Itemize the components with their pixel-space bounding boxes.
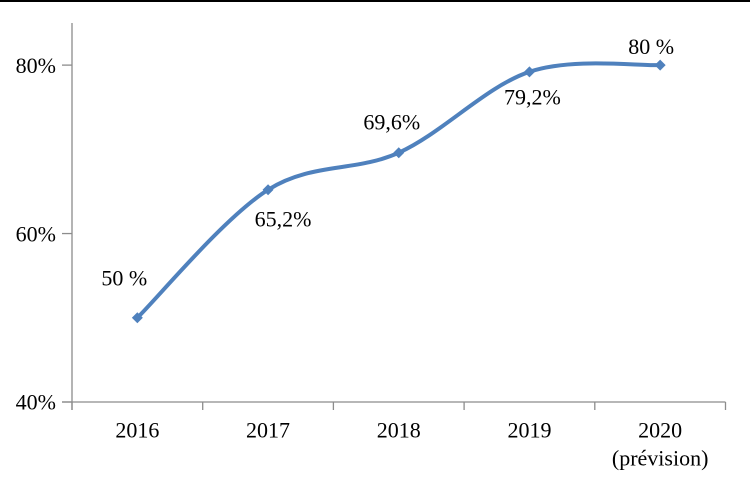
y-tick-label: 60%: [16, 221, 56, 246]
top-border-rule: [0, 0, 750, 2]
x-tick-label: 2020: [638, 418, 682, 443]
data-point-label: 50 %: [101, 265, 147, 290]
data-point-marker: [523, 66, 535, 78]
y-tick-label: 40%: [16, 390, 56, 415]
data-point-label: 65,2%: [255, 206, 312, 231]
data-point-label: 79,2%: [504, 85, 561, 110]
x-tick-label-line2: (prévision): [612, 446, 709, 471]
data-point-marker: [393, 147, 405, 159]
x-tick-label: 2018: [377, 418, 421, 443]
x-tick-label: 2016: [115, 418, 159, 443]
data-point-marker: [654, 59, 666, 71]
x-tick-label: 2017: [246, 418, 290, 443]
data-point-marker: [262, 184, 274, 196]
series-line: [135, 61, 663, 320]
data-point-marker: [131, 312, 143, 324]
x-tick-label: 2019: [507, 418, 551, 443]
data-point-label: 69,6%: [363, 109, 420, 134]
y-tick-label: 80%: [16, 53, 56, 78]
data-point-label: 80 %: [628, 34, 674, 59]
